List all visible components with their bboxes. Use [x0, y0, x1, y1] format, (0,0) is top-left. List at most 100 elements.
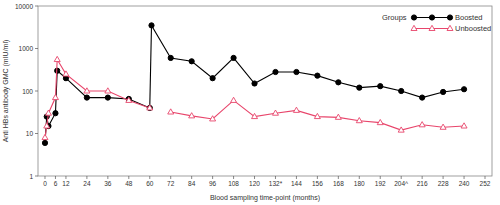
data-point	[441, 89, 446, 94]
y-axis-label: Anti HBs antibody GMC (mIU/ml)	[2, 40, 10, 143]
data-point	[147, 105, 152, 110]
x-tick	[443, 176, 444, 179]
x-tick	[128, 176, 129, 179]
series-line	[45, 25, 464, 143]
data-point	[84, 88, 90, 93]
x-tick	[55, 176, 56, 179]
data-point	[314, 113, 320, 118]
x-tick-label: 120	[249, 180, 260, 187]
data-point	[126, 96, 131, 101]
series-line	[45, 60, 150, 138]
x-tick	[338, 176, 339, 179]
x-tick-label: 240	[459, 180, 470, 187]
x-tick	[212, 176, 213, 179]
legend-marker	[411, 15, 416, 20]
x-tick	[422, 176, 423, 179]
y-tick-label: 1000	[19, 45, 34, 52]
data-point	[231, 97, 237, 102]
data-point	[293, 107, 299, 112]
data-point	[252, 113, 258, 118]
x-tick	[86, 176, 87, 179]
data-point	[54, 56, 60, 61]
data-point	[84, 95, 89, 100]
data-point	[105, 88, 111, 93]
data-point	[336, 80, 341, 85]
data-point	[440, 124, 446, 129]
data-point	[189, 113, 195, 118]
y-tick	[35, 91, 38, 92]
x-tick-label: 228	[438, 180, 449, 187]
y-tick	[35, 176, 38, 177]
x-tick-label: 48	[125, 180, 133, 187]
data-point	[335, 114, 341, 119]
legend-marker	[429, 25, 435, 30]
y-tick-label: 1	[29, 173, 33, 180]
x-axis-label: Blood sampling time-point (months)	[210, 194, 320, 202]
data-point	[378, 84, 383, 89]
y-tick	[35, 48, 38, 49]
data-point	[315, 73, 320, 78]
data-point	[105, 95, 110, 100]
data-point	[420, 95, 425, 100]
x-tick-label: 168	[333, 180, 344, 187]
data-point	[294, 69, 299, 74]
x-tick-label: 60	[146, 180, 154, 187]
data-point	[45, 110, 51, 115]
x-tick-label: 144	[291, 180, 302, 187]
data-point	[52, 94, 58, 99]
data-point	[168, 109, 174, 114]
y-tick	[35, 133, 38, 134]
x-tick-label: 96	[209, 180, 217, 187]
x-tick	[275, 176, 276, 179]
x-tick	[317, 176, 318, 179]
data-point	[189, 59, 194, 64]
x-tick-label: 0	[43, 180, 47, 187]
data-point	[273, 69, 278, 74]
x-tick	[65, 176, 66, 179]
x-tick-label: 12	[62, 180, 70, 187]
data-point	[126, 97, 132, 102]
data-point	[53, 111, 58, 116]
x-tick-label: 192	[375, 180, 386, 187]
data-point	[461, 123, 467, 128]
x-tick	[149, 176, 150, 179]
x-tick-label: 72	[167, 180, 175, 187]
data-point	[44, 123, 50, 128]
data-point	[252, 81, 257, 86]
y-tick	[35, 6, 38, 7]
chart: 061224364860728496108120132*144156168180…	[0, 0, 500, 205]
x-tick	[44, 176, 45, 179]
x-tick-label: 156	[312, 180, 323, 187]
x-tick-label: 108	[228, 180, 239, 187]
x-tick	[170, 176, 171, 179]
data-point	[419, 122, 425, 127]
data-point	[398, 127, 404, 132]
data-point	[461, 87, 466, 92]
legend-marker	[429, 15, 434, 20]
series-line	[171, 100, 464, 130]
x-tick	[464, 176, 465, 179]
data-point	[149, 23, 154, 28]
plot-frame	[38, 6, 492, 176]
x-tick-label: 84	[188, 180, 196, 187]
x-tick-label: 132*	[269, 180, 283, 187]
x-tick-label: 204^	[394, 180, 409, 187]
data-point	[42, 134, 48, 139]
legend-marker	[447, 25, 453, 30]
data-point	[210, 76, 215, 81]
data-point	[272, 110, 278, 115]
data-point	[377, 119, 383, 124]
legend-label: Unboosted	[455, 24, 491, 33]
y-tick-label: 10	[26, 130, 34, 137]
legend-marker	[411, 25, 417, 30]
x-tick	[191, 176, 192, 179]
data-point	[147, 105, 153, 110]
y-tick-label: 10000	[15, 3, 33, 10]
y-tick-label: 100	[22, 88, 33, 95]
data-point	[356, 118, 362, 123]
legend-label: Boosted	[455, 13, 483, 22]
data-point	[63, 71, 69, 76]
x-tick	[380, 176, 381, 179]
data-point	[168, 55, 173, 60]
x-tick	[485, 176, 486, 179]
